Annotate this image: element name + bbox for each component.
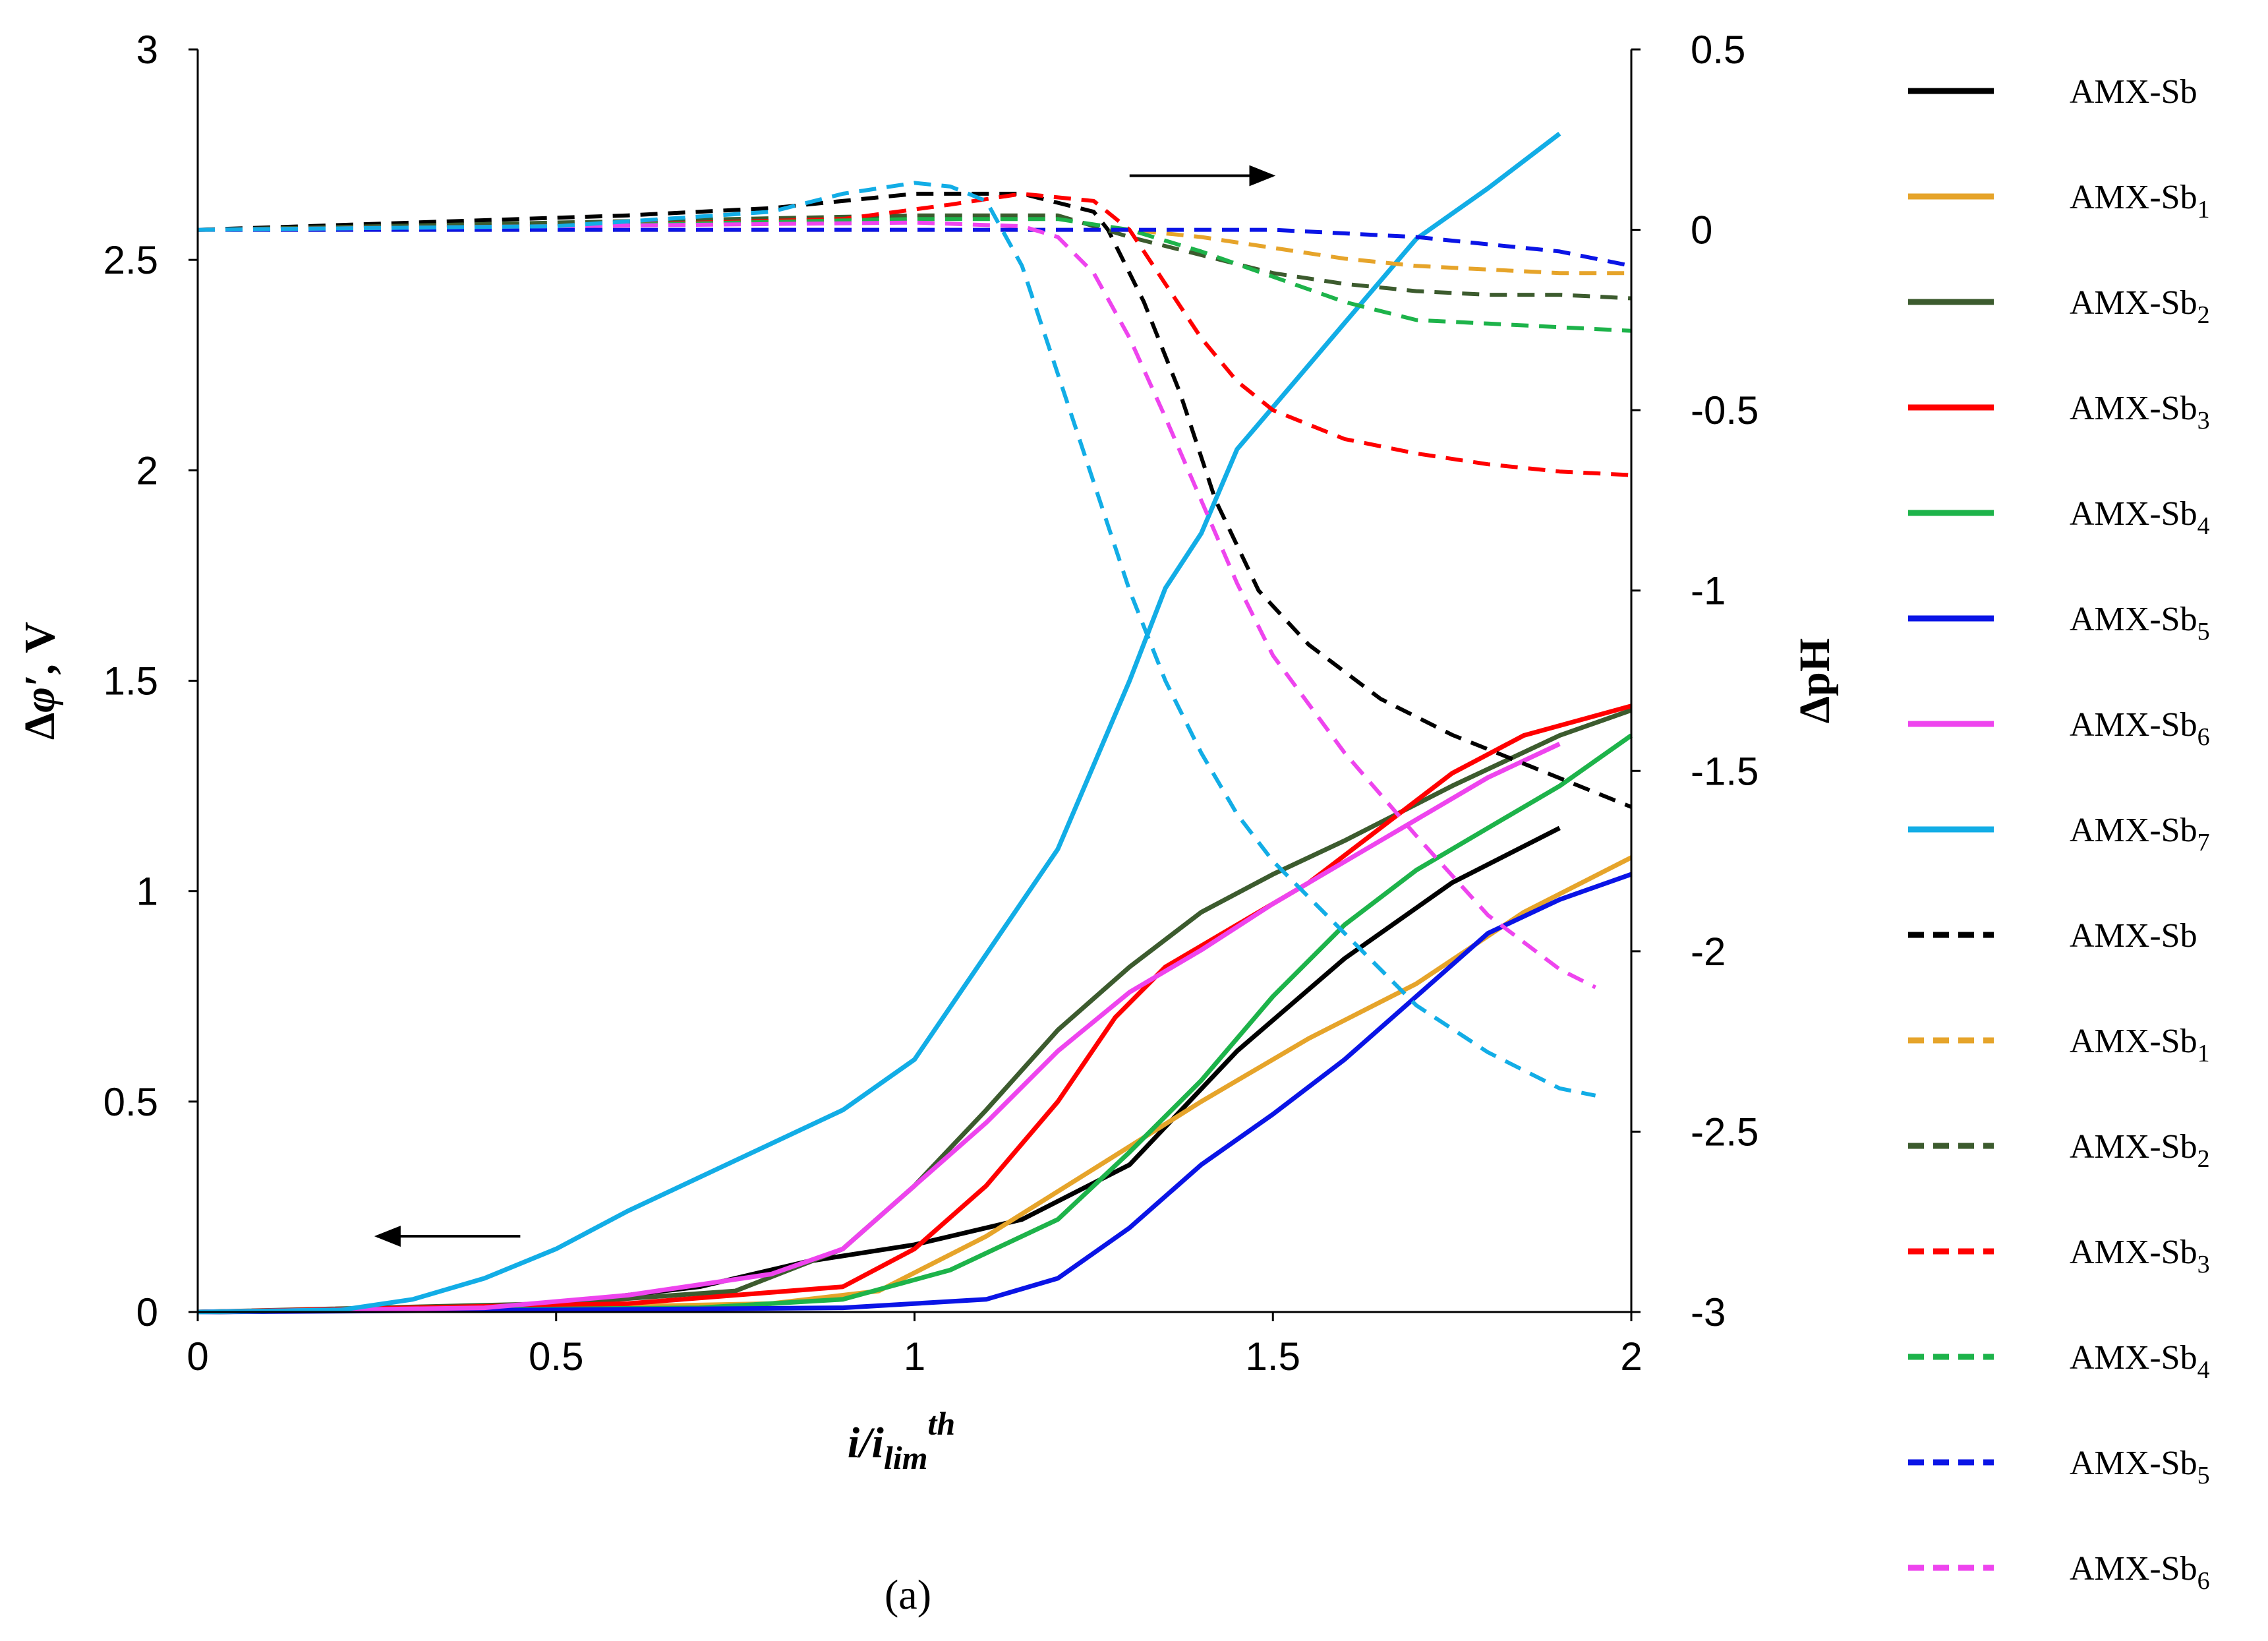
series-amx-sb5-solid (197, 872, 1633, 1315)
series-amx-sb1-solid (197, 855, 1633, 1315)
axis-titles: i/ilimth Δφ′, V ΔpH (a) (16, 622, 1839, 1618)
figure-caption: (a) (885, 1571, 931, 1618)
legend-label: AMX-Sb3 (2070, 1234, 2210, 1278)
legend-label: AMX-Sb1 (2070, 1023, 2210, 1067)
x-axis-title: i/ilimth (848, 1405, 955, 1476)
legend-label: AMX-Sb4 (2070, 495, 2210, 540)
legend-label: AMX-Sb5 (2070, 1445, 2210, 1489)
y-right-tick-label: -1.5 (1691, 749, 1759, 793)
legend-label: AMX-Sb (2070, 917, 2197, 955)
series-amx-sb4-dashed (197, 217, 1632, 333)
y-left-tick-label: 1 (136, 870, 158, 914)
series-amx-sb-solid (197, 825, 1561, 1315)
legend-label: AMX-Sb5 (2070, 601, 2210, 645)
y-right-tick-label: -0.5 (1691, 388, 1759, 433)
series-amx-sb3-solid (197, 703, 1632, 1315)
y-left-tick-label: 0.5 (103, 1080, 158, 1124)
y-right-tick-label: -3 (1691, 1290, 1726, 1334)
x-tick-label: 2 (1620, 1334, 1642, 1379)
series-amx-sb4-solid (197, 733, 1633, 1315)
series-amx-sb5-dashed (198, 227, 1632, 268)
legend-label: AMX-Sb (2070, 73, 2197, 111)
series-amx-sb2-solid (197, 707, 1633, 1315)
legend-label: AMX-Sb2 (2070, 284, 2210, 329)
series-amx-sb7-solid (197, 131, 1561, 1315)
y-right-tick-label: 0 (1691, 208, 1712, 253)
series-amx-sb2-dashed (197, 213, 1632, 301)
y-right-tick-label: 0.5 (1691, 28, 1745, 72)
legend-label: AMX-Sb4 (2070, 1339, 2210, 1384)
legend-label: AMX-Sb6 (2070, 1550, 2210, 1595)
y-left-axis-title: Δφ′, V (16, 622, 64, 740)
x-tick-label: 1 (904, 1334, 925, 1379)
y-left-tick-label: 0 (136, 1290, 158, 1334)
annotations (374, 165, 1276, 1247)
series-amx-sb3-dashed (197, 191, 1632, 477)
y-left-tick-label: 2.5 (103, 238, 158, 282)
series-amx-sb1-dashed (198, 227, 1631, 276)
y-right-axis-title: ΔpH (1791, 638, 1839, 723)
y-left-tick-label: 2 (136, 448, 158, 492)
y-right-tick-label: -1 (1691, 569, 1726, 613)
y-right-tick-label: -2 (1691, 930, 1726, 974)
legend-label: AMX-Sb3 (2070, 390, 2210, 434)
legend-label: AMX-Sb6 (2070, 706, 2210, 751)
x-tick-label: 1.5 (1246, 1334, 1300, 1379)
y-left-tick-label: 1.5 (103, 659, 158, 703)
series-amx-sb6-solid (197, 742, 1561, 1315)
legend-label: AMX-Sb7 (2070, 812, 2210, 856)
series-amx-sb6-dashed (197, 220, 1596, 990)
y-right-tick-label: -2.5 (1691, 1110, 1759, 1154)
series-layer (197, 131, 1633, 1315)
legend-label: AMX-Sb1 (2070, 179, 2210, 224)
legend-label: AMX-Sb2 (2070, 1128, 2210, 1173)
x-tick-label: 0.5 (529, 1334, 583, 1379)
legend: AMX-Sb AMX-Sb1 AMX-Sb2 AMX-Sb3 AMX-Sb4 AMX-Sb… (1908, 73, 2210, 1595)
x-tick-label: 0 (187, 1334, 208, 1379)
y-left-tick-label: 3 (136, 28, 158, 72)
ticks-layer: 0 0.5 1 1.5 2 0 0.5 1 1.5 2 2.5 3 0.5 0 -0.5 -1 -1.5 -2 -2… (103, 28, 1759, 1379)
series-amx-sb-dashed (197, 191, 1633, 809)
series-amx-sb7-dashed (197, 181, 1596, 1098)
